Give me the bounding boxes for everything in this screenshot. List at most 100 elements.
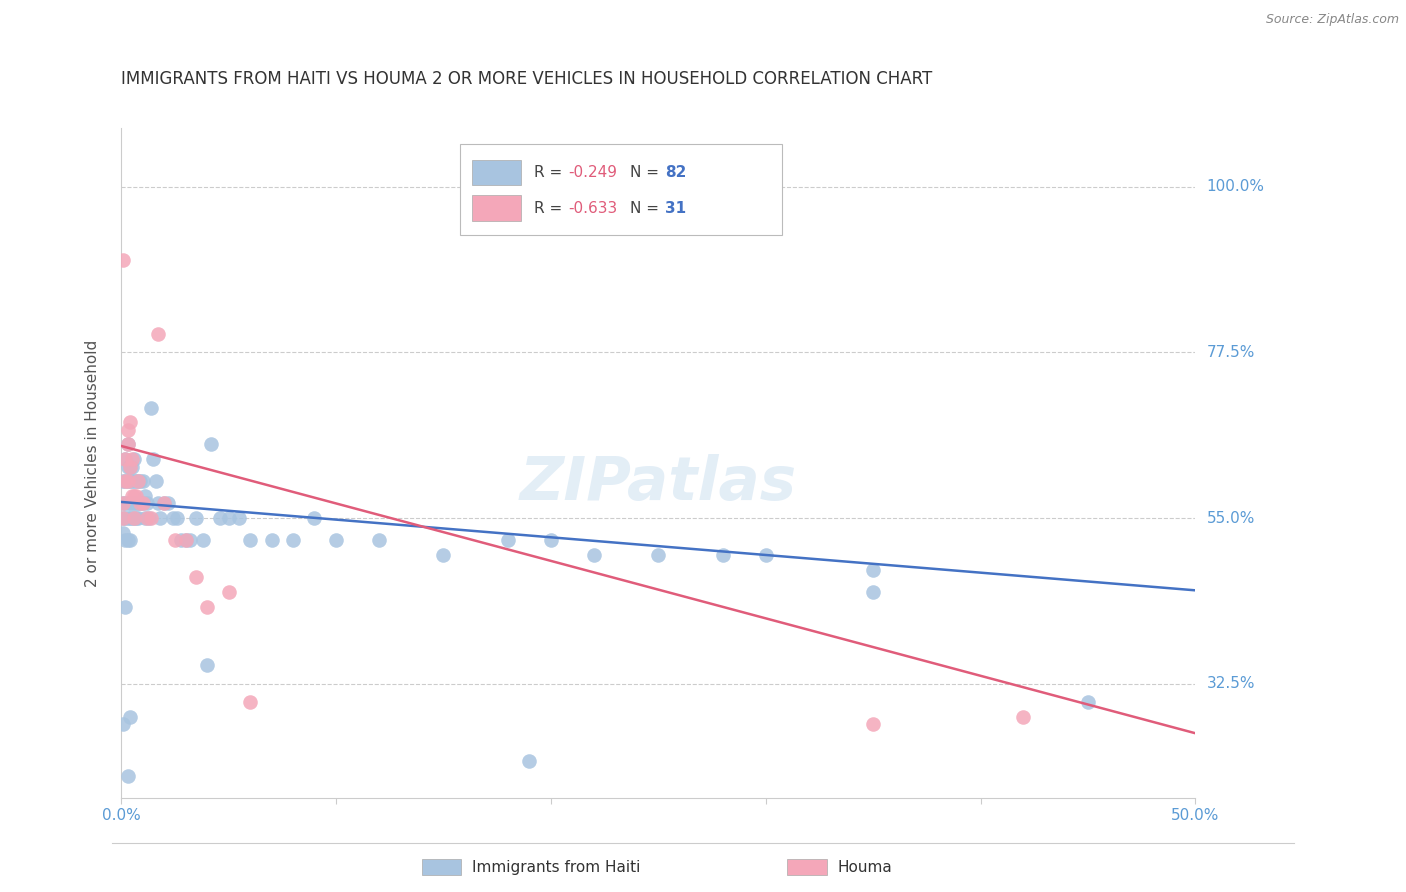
- Point: [647, 548, 669, 562]
- Point: [118, 710, 141, 724]
- Point: [125, 496, 148, 510]
- Point: [432, 548, 454, 562]
- Point: [862, 717, 884, 731]
- Point: [200, 437, 222, 451]
- Text: 77.5%: 77.5%: [1206, 345, 1254, 359]
- Point: [118, 511, 141, 525]
- Point: [112, 525, 135, 540]
- Point: [117, 437, 139, 451]
- Text: IMMIGRANTS FROM HAITI VS HOUMA 2 OR MORE VEHICLES IN HOUSEHOLD CORRELATION CHART: IMMIGRANTS FROM HAITI VS HOUMA 2 OR MORE…: [121, 70, 932, 87]
- Text: N =: N =: [630, 201, 664, 216]
- Point: [260, 533, 283, 548]
- Point: [114, 599, 136, 614]
- Point: [118, 533, 141, 548]
- Point: [118, 416, 141, 430]
- Point: [121, 511, 143, 525]
- Point: [862, 584, 884, 599]
- Point: [582, 548, 605, 562]
- Point: [149, 511, 172, 525]
- Point: [131, 475, 153, 489]
- Point: [141, 511, 163, 525]
- Point: [112, 717, 135, 731]
- Point: [218, 511, 240, 525]
- Point: [540, 533, 562, 548]
- Point: [112, 511, 135, 525]
- FancyBboxPatch shape: [460, 145, 782, 235]
- Point: [118, 459, 141, 474]
- Point: [122, 511, 145, 525]
- Point: [153, 496, 176, 510]
- Point: [195, 599, 218, 614]
- Point: [121, 459, 143, 474]
- Point: [114, 475, 136, 489]
- Point: [239, 695, 262, 709]
- Point: [1077, 695, 1099, 709]
- Point: [127, 496, 149, 510]
- Point: [117, 533, 139, 548]
- Point: [142, 452, 165, 467]
- Point: [118, 459, 141, 474]
- Point: [117, 475, 139, 489]
- Point: [174, 533, 197, 548]
- Point: [122, 475, 145, 489]
- Text: R =: R =: [534, 201, 567, 216]
- Text: Immigrants from Haiti: Immigrants from Haiti: [472, 860, 641, 874]
- Point: [281, 533, 304, 548]
- Point: [517, 754, 540, 768]
- Text: ZIPatlas: ZIPatlas: [520, 453, 797, 513]
- Point: [239, 533, 262, 548]
- Text: 82: 82: [665, 165, 686, 180]
- Text: 100.0%: 100.0%: [1206, 179, 1264, 194]
- Point: [117, 769, 139, 783]
- Text: Source: ZipAtlas.com: Source: ZipAtlas.com: [1265, 13, 1399, 27]
- Point: [186, 511, 208, 525]
- Point: [145, 475, 167, 489]
- Point: [129, 475, 152, 489]
- Point: [135, 511, 157, 525]
- Point: [125, 489, 148, 503]
- Point: [127, 475, 149, 489]
- Point: [122, 452, 145, 467]
- Point: [153, 496, 176, 510]
- Point: [134, 511, 156, 525]
- Point: [208, 511, 231, 525]
- Point: [218, 584, 240, 599]
- Point: [195, 658, 218, 673]
- Point: [496, 533, 519, 548]
- Point: [146, 326, 169, 341]
- Point: [114, 452, 136, 467]
- FancyBboxPatch shape: [472, 160, 520, 186]
- Point: [174, 533, 197, 548]
- Point: [135, 496, 157, 510]
- Point: [117, 496, 139, 510]
- Text: -0.633: -0.633: [568, 201, 617, 216]
- Point: [755, 548, 778, 562]
- Point: [117, 423, 139, 437]
- Point: [862, 563, 884, 577]
- Point: [121, 489, 143, 503]
- Point: [125, 475, 148, 489]
- Point: [112, 253, 135, 268]
- Point: [129, 496, 152, 510]
- Point: [127, 475, 149, 489]
- Text: 32.5%: 32.5%: [1206, 676, 1256, 691]
- Point: [112, 511, 135, 525]
- Point: [1012, 710, 1035, 724]
- Point: [112, 475, 135, 489]
- Point: [122, 496, 145, 510]
- Point: [134, 489, 156, 503]
- Point: [117, 459, 139, 474]
- Point: [122, 511, 145, 525]
- Text: -0.249: -0.249: [568, 165, 617, 180]
- Point: [304, 511, 326, 525]
- Point: [114, 452, 136, 467]
- Point: [162, 511, 184, 525]
- Point: [121, 475, 143, 489]
- Point: [191, 533, 214, 548]
- Point: [186, 570, 208, 584]
- Point: [122, 489, 145, 503]
- Point: [179, 533, 201, 548]
- Point: [114, 511, 136, 525]
- Point: [112, 496, 135, 510]
- Point: [125, 511, 148, 525]
